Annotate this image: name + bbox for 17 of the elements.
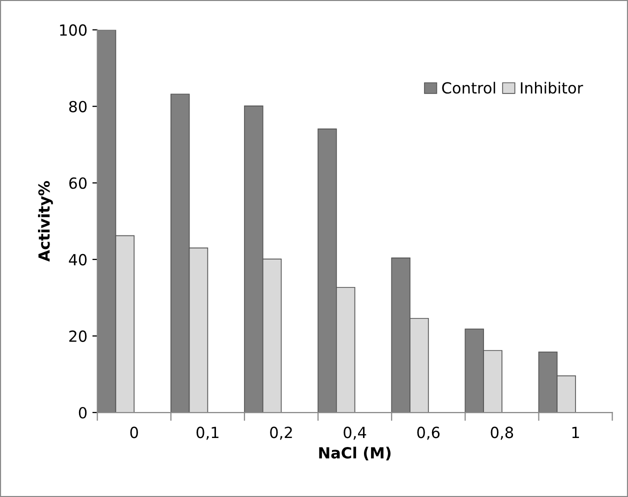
x-tick-label: 0	[130, 426, 138, 438]
y-tick-label: 80	[69, 100, 87, 112]
x-axis-title: NaCl (M)	[319, 446, 391, 460]
y-tick-label: 100	[60, 24, 87, 36]
x-tick-label: 0,8	[490, 426, 514, 440]
x-tick-label: 0,1	[196, 426, 218, 440]
x-tick-label: 0,2	[270, 426, 292, 440]
y-tick-label: 0	[78, 406, 87, 419]
y-axis-title: Activity%	[38, 181, 53, 262]
x-tick-label: 1	[572, 426, 579, 438]
y-tick-label: 60	[69, 177, 87, 189]
legend-label: Control	[442, 82, 496, 94]
y-tick-label: 20	[69, 330, 87, 342]
x-tick-label: 0,6	[417, 426, 440, 440]
x-tick-label: 0,4	[344, 426, 366, 440]
y-tick-label: 40	[68, 254, 87, 266]
legend-label: Inhibitor	[520, 82, 584, 94]
